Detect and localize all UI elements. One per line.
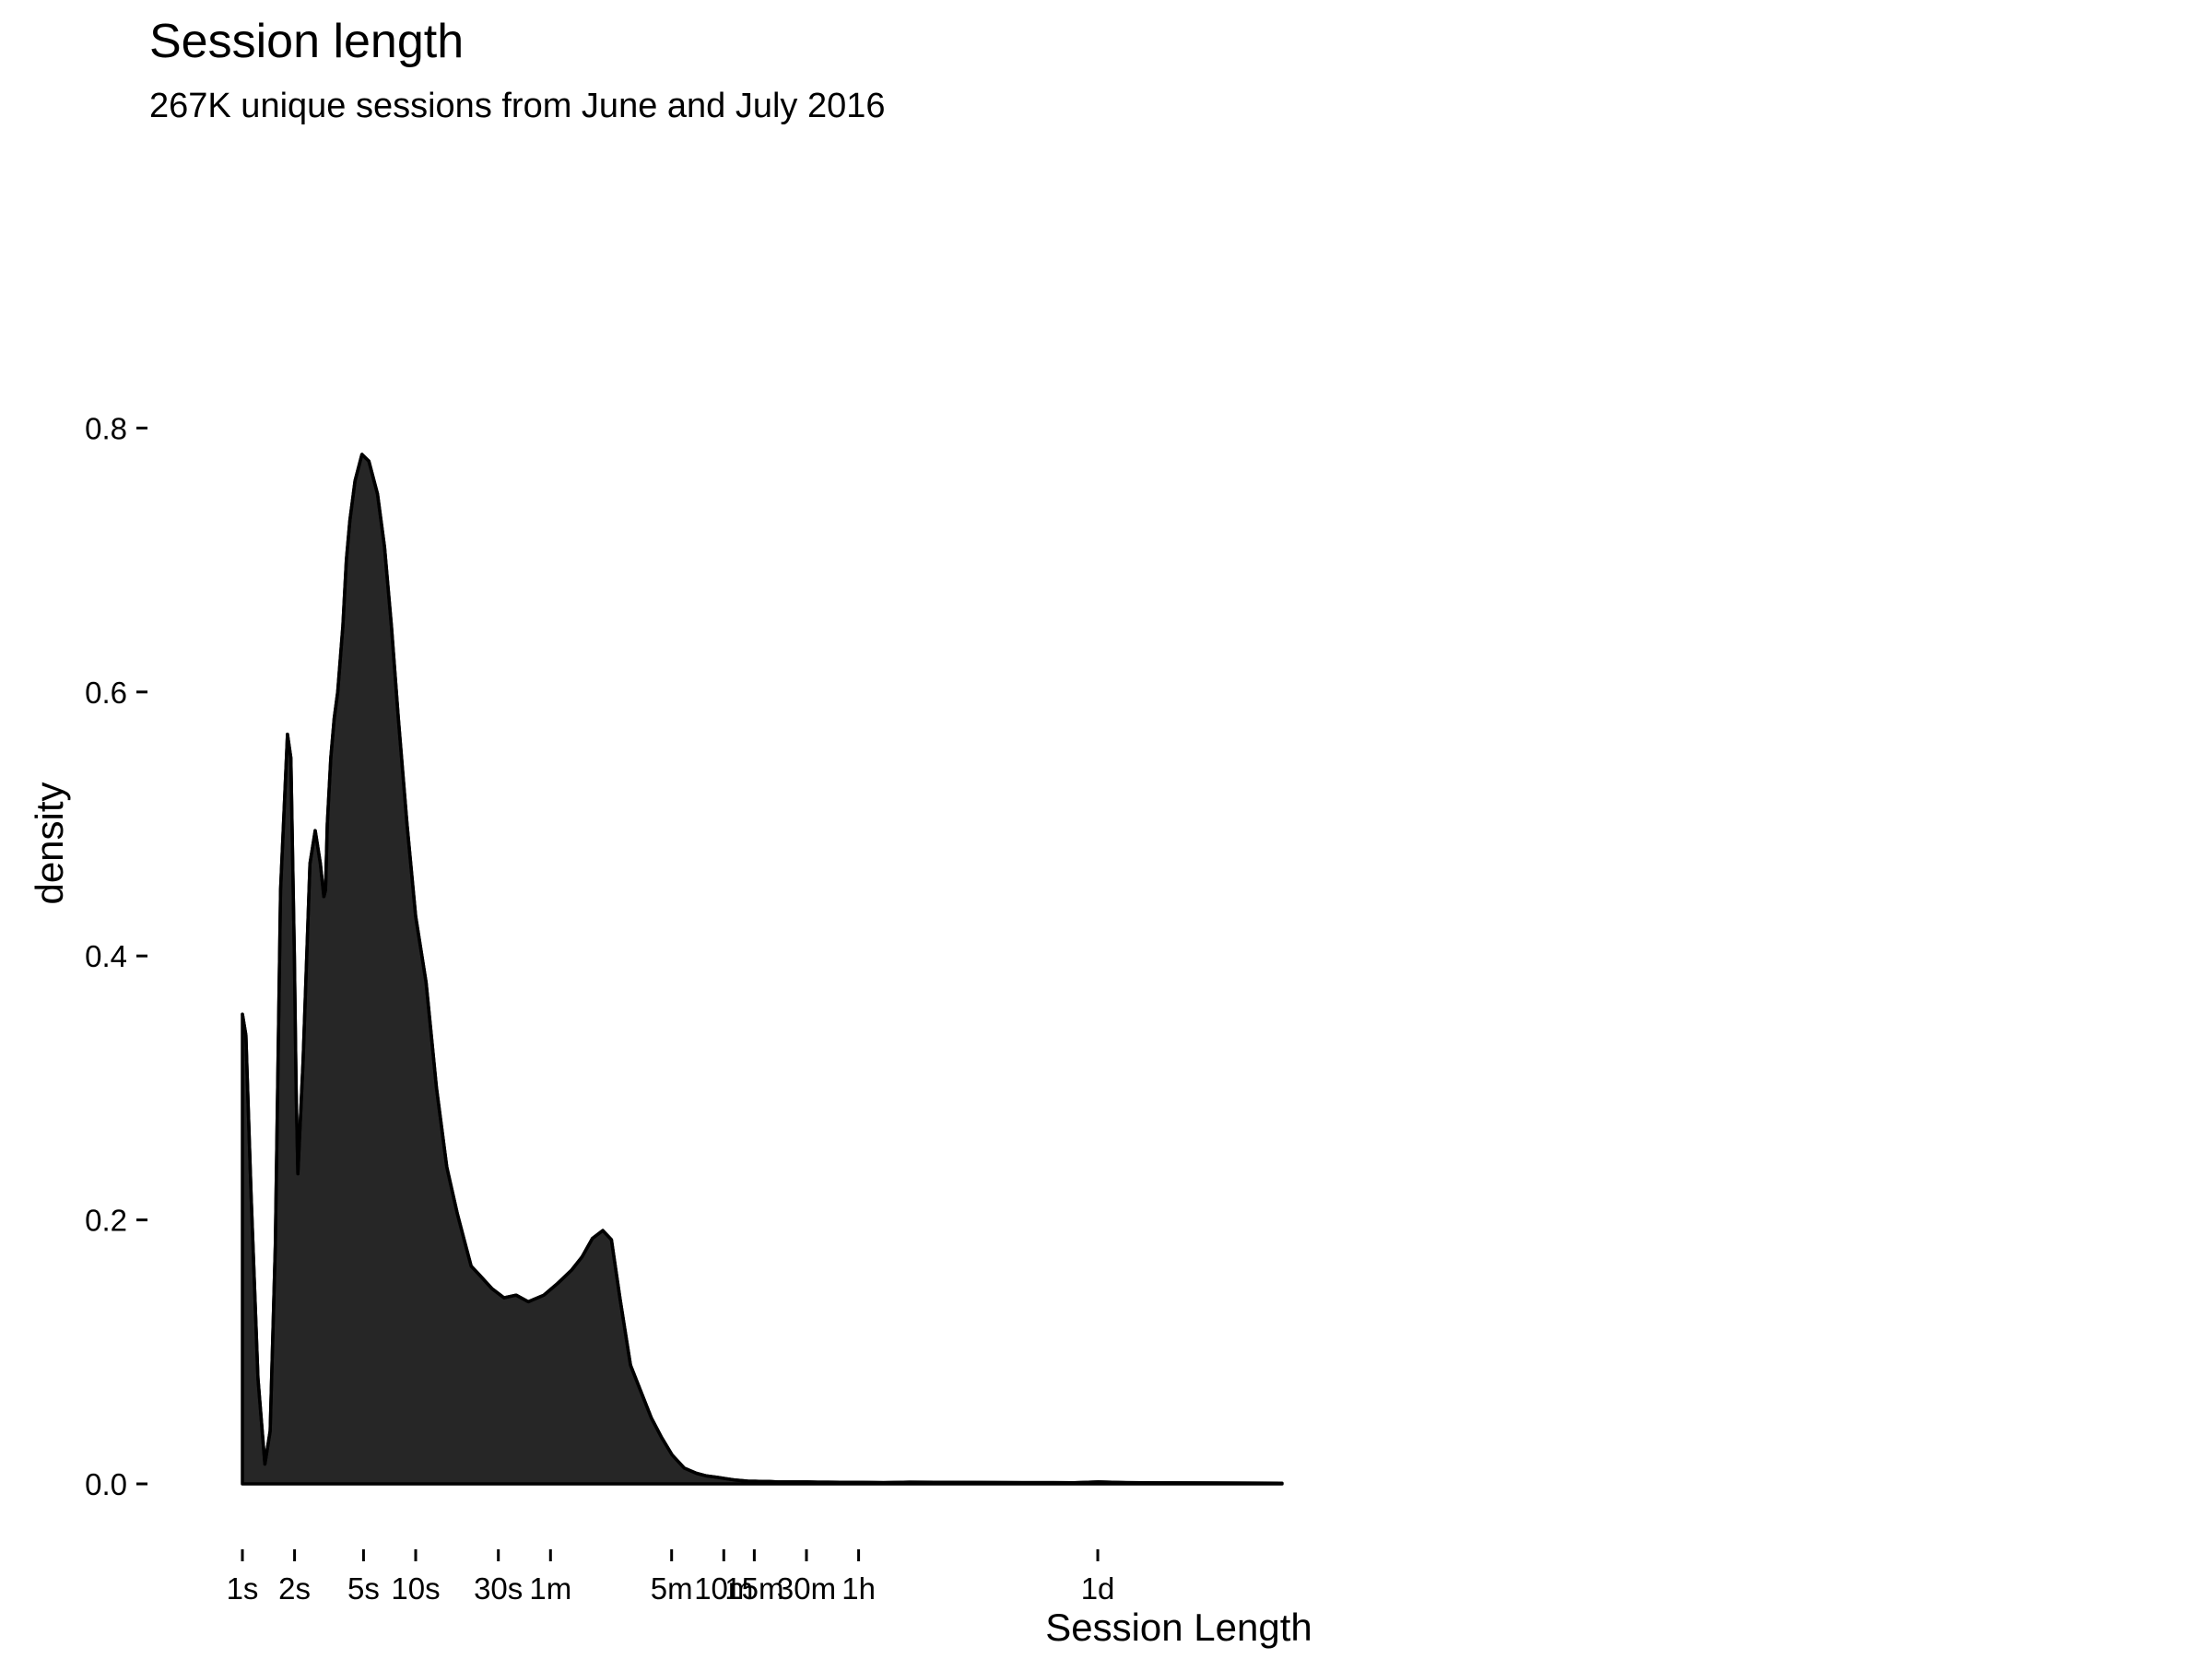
x-axis-title: Session Length [1045,1606,1312,1649]
y-axis-title: density [28,782,71,904]
x-tick-label: 15m [724,1571,783,1606]
chart-title: Session length [149,15,464,68]
y-tick-label: 0.4 [85,939,127,973]
x-tick-label: 30m [777,1571,836,1606]
y-axis: 0.0 0.2 0.4 0.6 0.8 [85,411,147,1501]
y-tick-label: 0.0 [85,1467,127,1501]
x-tick-label: 10s [391,1571,440,1606]
y-tick-label: 0.6 [85,676,127,710]
x-tick-label: 30s [474,1571,523,1606]
y-tick-label: 0.2 [85,1204,127,1238]
x-tick-label: 5m [651,1571,693,1606]
density-line [241,453,1283,1486]
x-tick-label: 2s [278,1571,311,1606]
x-tick-label: 1s [227,1571,259,1606]
x-tick-label: 5s [347,1571,380,1606]
x-tick-label: 10m [694,1571,753,1606]
x-tick-label: 1m [529,1571,571,1606]
x-tick-label: 1d [1081,1571,1115,1606]
chart-subtitle: 267K unique sessions from June and July … [149,87,886,125]
x-tick-label: 1h [841,1571,876,1606]
y-tick-label: 0.8 [85,411,127,445]
density-area [241,453,1284,1486]
